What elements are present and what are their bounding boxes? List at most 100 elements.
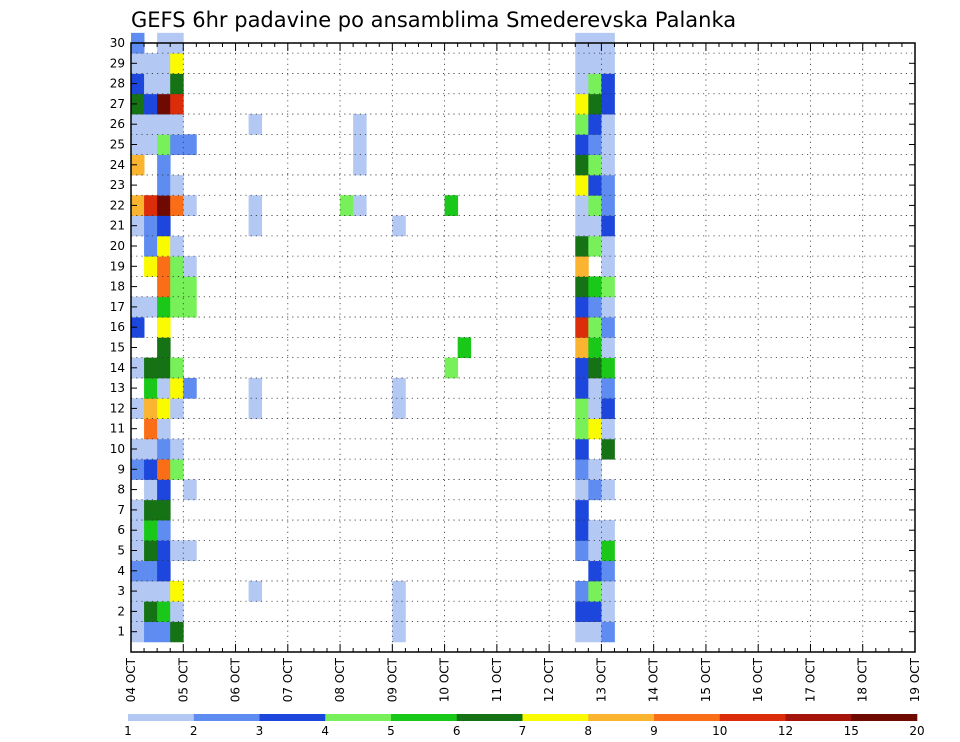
colorbar-label: 9 xyxy=(650,724,658,738)
heatmap-cell xyxy=(575,195,589,216)
heatmap-cell xyxy=(144,134,158,156)
heatmap-cell xyxy=(157,215,171,237)
heatmap-cell xyxy=(144,377,158,399)
y-tick-label: 2 xyxy=(117,604,125,618)
heatmap-cell xyxy=(170,276,184,298)
colorbar-swatch xyxy=(193,714,260,721)
heatmap-cell xyxy=(157,276,171,298)
colorbar-label: 20 xyxy=(909,724,924,738)
heatmap-cell xyxy=(131,73,145,95)
heatmap-cell xyxy=(170,621,184,643)
y-tick-label: 30 xyxy=(110,36,125,50)
heatmap-cell xyxy=(157,134,171,156)
x-tick-label: 09 OCT xyxy=(385,657,399,702)
heatmap-cell xyxy=(601,580,615,602)
heatmap-cell xyxy=(588,540,602,562)
heatmap-cell xyxy=(248,377,263,399)
heatmap-cell xyxy=(601,195,615,216)
y-tick-label: 23 xyxy=(110,178,125,192)
y-tick-label: 25 xyxy=(110,138,125,152)
heatmap-cell xyxy=(601,256,615,277)
heatmap-cell xyxy=(144,114,158,135)
heatmap-cell xyxy=(353,154,367,176)
heatmap-cell xyxy=(170,601,184,622)
heatmap-cell xyxy=(157,337,171,359)
heatmap-cell xyxy=(588,377,602,399)
heatmap-cell xyxy=(575,398,589,419)
heatmap-cell xyxy=(157,53,171,74)
x-tick-label: 16 OCT xyxy=(751,657,765,702)
heatmap-cell xyxy=(183,256,197,277)
y-tick-label: 9 xyxy=(117,462,125,476)
heatmap-cell xyxy=(144,459,158,480)
heatmap-cell xyxy=(575,93,589,115)
colorbar-swatch xyxy=(785,714,852,721)
colorbar-label: 7 xyxy=(519,724,527,738)
heatmap-cell xyxy=(144,520,158,541)
x-tick-label: 15 OCT xyxy=(699,657,713,702)
heatmap-cell xyxy=(144,499,158,521)
heatmap-cell xyxy=(601,418,615,440)
colorbar-legend: 1 2 3 4 5 6 7 8 9 10 12 15 20 xyxy=(124,714,925,738)
colorbar-swatch xyxy=(588,714,655,721)
heatmap-cell xyxy=(575,154,589,176)
heatmap-cell xyxy=(170,235,184,257)
heatmap-cell xyxy=(144,256,158,277)
y-tick-label: 5 xyxy=(117,544,125,558)
heatmap-cell xyxy=(144,235,158,257)
heatmap-cell xyxy=(588,621,602,643)
heatmap-cell xyxy=(131,438,145,460)
heatmap-cell xyxy=(248,195,263,216)
heatmap-cell xyxy=(157,520,171,541)
heatmap-cell xyxy=(588,418,602,440)
y-tick-label: 22 xyxy=(110,198,125,212)
heatmap-cell xyxy=(157,601,171,622)
y-tick-label: 29 xyxy=(110,56,125,70)
heatmap-cell xyxy=(144,438,158,460)
colorbar-swatch xyxy=(654,714,721,721)
heatmap-cell xyxy=(157,377,171,399)
colorbar-swatch xyxy=(391,714,458,721)
x-tick-label: 08 OCT xyxy=(333,657,347,702)
heatmap-cell xyxy=(601,479,615,501)
y-tick-label: 19 xyxy=(110,259,125,273)
heatmap-cell xyxy=(601,174,615,196)
heatmap-cell xyxy=(575,256,589,277)
colorbar-swatch xyxy=(456,714,523,721)
colorbar-swatch xyxy=(719,714,786,721)
colorbar-label: 5 xyxy=(387,724,395,738)
heatmap-cell xyxy=(157,438,171,460)
heatmap-cell xyxy=(157,459,171,480)
heatmap-cells xyxy=(131,32,615,643)
heatmap-cell xyxy=(575,276,589,298)
heatmap-cell xyxy=(170,438,184,460)
heatmap-cell xyxy=(144,418,158,440)
heatmap-cell xyxy=(157,357,171,379)
heatmap-cell xyxy=(457,337,472,359)
heatmap-cell xyxy=(575,235,589,257)
x-tick-label: 12 OCT xyxy=(542,657,556,702)
heatmap-cell xyxy=(601,560,615,582)
grid-lines xyxy=(131,43,915,652)
heatmap-cell xyxy=(575,621,589,643)
heatmap-cell xyxy=(157,296,171,318)
colorbar-swatch xyxy=(851,714,918,721)
heatmap-cell xyxy=(131,357,145,379)
heatmap-cell xyxy=(170,377,184,399)
heatmap-cell xyxy=(183,195,197,216)
heatmap-cell xyxy=(392,215,406,237)
heatmap-cell xyxy=(131,296,145,318)
heatmap-cell xyxy=(588,215,602,237)
heatmap-cell xyxy=(170,93,184,115)
heatmap-cell xyxy=(131,195,145,216)
heatmap-cell xyxy=(183,540,197,562)
heatmap-cell xyxy=(601,235,615,257)
heatmap-cell xyxy=(157,398,171,419)
heatmap-cell xyxy=(183,377,197,399)
heatmap-cell xyxy=(131,621,145,643)
heatmap-cell xyxy=(144,93,158,115)
heatmap-cell xyxy=(183,276,197,298)
heatmap-cell xyxy=(131,317,145,338)
heatmap-cell xyxy=(575,73,589,95)
